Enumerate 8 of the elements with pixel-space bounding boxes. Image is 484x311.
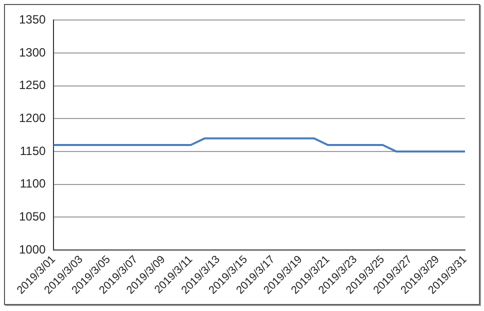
y-tick-label: 1350 [18,12,46,27]
y-tick-label: 1050 [18,210,46,224]
y-tick-label: 1150 [20,144,46,158]
y-tick-label: 1100 [20,176,46,191]
y-tick-label: 1200 [18,111,46,126]
y-tick-label: 1300 [18,45,46,60]
y-tick-label: 1000 [18,242,46,256]
y-tick-label: 1250 [18,78,46,92]
